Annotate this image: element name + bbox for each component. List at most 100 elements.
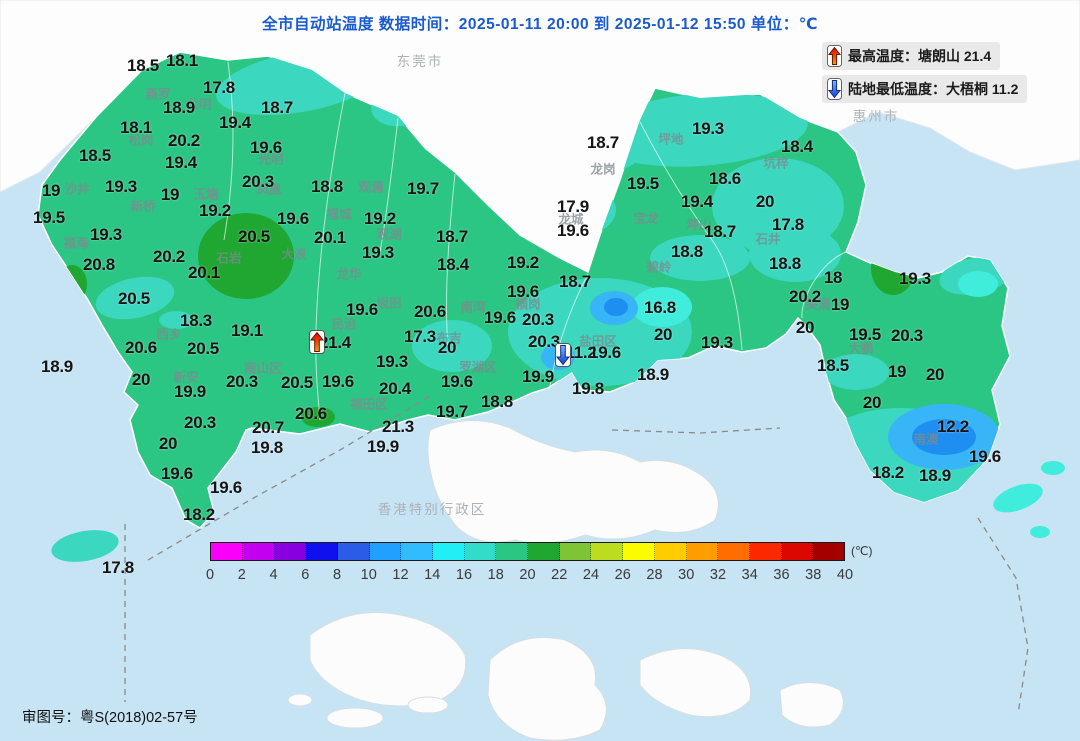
- station-name-label: 龙城: [558, 212, 584, 227]
- temperature-value-label: 19.6: [210, 478, 242, 497]
- temperature-value-label: 18.7: [587, 133, 619, 152]
- max-temp-legend: 最高温度：塘朗山 21.4: [822, 42, 1001, 70]
- temperature-value-label: 19.3: [376, 352, 408, 371]
- temperature-value-label: 20: [131, 370, 151, 389]
- station-name-label: 龙岗: [590, 162, 616, 177]
- extreme-legend: 最高温度：塘朗山 21.4 陆地最低温度：大梧桐 11.2: [822, 42, 1028, 108]
- colorbar-tick: 8: [332, 567, 342, 583]
- station-name-label: 葵涌: [805, 297, 831, 312]
- station-name-label: 坂田: [376, 296, 402, 311]
- station-name-label: 大浪: [281, 247, 307, 262]
- hong-kong-land: [137, 387, 844, 741]
- temperature-colorbar: 0 2 4 6 8 10 12 14 16 18 20 22 24 26 28 30 32 34 36 38 40 (℃…: [206, 542, 872, 583]
- temperature-value-label: 18.3: [180, 311, 212, 330]
- min-down-arrow-icon: [555, 343, 571, 367]
- max-up-arrow-icon: [309, 330, 325, 354]
- colorbar-tick: 18: [487, 567, 504, 583]
- map-approval-number: 审图号：粤S(2018)02-57号: [22, 710, 198, 726]
- station-name-label: 福田区: [350, 397, 388, 412]
- temperature-value-label: 19.6: [589, 343, 621, 362]
- station-name-label: 凤凰: [256, 182, 282, 197]
- temperature-value-label: 18.9: [637, 365, 669, 384]
- temperature-value-label: 17.9: [557, 197, 589, 216]
- temperature-value-label: 20: [862, 393, 882, 412]
- temperature-value-label: 20.5: [118, 289, 150, 308]
- temperature-value-label: 19.5: [33, 208, 65, 227]
- colorbar-segment: [274, 543, 307, 560]
- temperature-value-label: 21.3: [382, 417, 414, 436]
- colorbar-segment: [337, 543, 370, 560]
- station-name-label: 玉塘: [193, 187, 219, 202]
- temperature-value-label: 20: [795, 318, 815, 337]
- station-name-label: 福城: [326, 207, 352, 222]
- temperature-value-label: 18.8: [481, 392, 513, 411]
- temperature-value-label: 20: [925, 365, 945, 384]
- colorbar-tick: 4: [269, 567, 278, 583]
- station-name-label: 龙华: [336, 267, 362, 282]
- station-name-label: 福海: [63, 236, 89, 251]
- station-name-label: 石岩: [216, 251, 242, 266]
- temperature-value-label: 19.6: [557, 221, 589, 240]
- temperature-value-label: 19.2: [364, 209, 396, 228]
- temperature-value-label: 19.9: [367, 437, 399, 456]
- temperature-value-label: 19.2: [199, 201, 231, 220]
- colorbar-segment: [464, 543, 497, 560]
- temperature-value-label: 17.8: [203, 78, 235, 97]
- temperature-value-label: 20.3: [891, 326, 923, 345]
- colorbar-tick: 10: [360, 567, 377, 583]
- colorbar-segment: [813, 543, 845, 560]
- temperature-value-label: 19.3: [701, 333, 733, 352]
- max-temp-label: 最高温度：塘朗山 21.4: [848, 48, 992, 64]
- colorbar-segment: [369, 543, 402, 560]
- station-name-label: 民治: [331, 317, 357, 332]
- colorbar-tick: 34: [741, 567, 758, 583]
- temperature-value-label: 20.2: [168, 131, 200, 150]
- colorbar-segment: [242, 543, 275, 560]
- temperature-value-label: 19.3: [362, 243, 394, 262]
- temperature-value-label: 18.4: [781, 137, 813, 156]
- temperature-value-label: 20.3: [226, 372, 258, 391]
- temperature-value-label: 18.4: [437, 255, 469, 274]
- colorbar-gradient: [210, 542, 845, 561]
- temperature-value-label: 19.4: [681, 192, 713, 211]
- station-name-label: 沙井: [64, 182, 90, 197]
- station-name-label: 宝龙: [633, 211, 659, 226]
- temperature-value-label: 20.6: [414, 302, 446, 321]
- colorbar-segment: [432, 543, 465, 560]
- temperature-value-label: 19.6: [969, 447, 1001, 466]
- outside-region-label: 惠州市: [852, 109, 900, 124]
- temperature-value-label: 19.9: [522, 367, 554, 386]
- outside-region-label: 东莞市: [396, 54, 444, 69]
- colorbar-segment: [528, 543, 560, 560]
- station-name-label: 大鹏: [848, 341, 874, 356]
- outside-region-label: 香港特别行政区: [377, 502, 487, 517]
- station-name-label: 松岗: [128, 133, 154, 148]
- temperature-value-label: 18.7: [704, 222, 736, 241]
- station-name-label: 光明: [258, 152, 284, 167]
- min-temp-legend: 陆地最低温度：大梧桐 11.2: [822, 75, 1028, 103]
- colorbar-segment: [559, 543, 592, 560]
- temperature-value-label: 18.1: [166, 51, 198, 70]
- temperature-value-label: 19.5: [627, 174, 659, 193]
- temperature-value-label: 19.3: [692, 119, 724, 138]
- temperature-value-label: 19.4: [165, 153, 197, 172]
- temperature-value-label: 19.7: [436, 402, 468, 421]
- colorbar-tick: 20: [519, 567, 536, 583]
- temperature-value-label: 17.8: [102, 558, 134, 577]
- temperature-value-label: 19.8: [251, 438, 283, 457]
- station-name-label: 观澜: [358, 180, 384, 195]
- colorbar-segment: [401, 543, 433, 560]
- colorbar-segment: [654, 543, 687, 560]
- colorbar-tick: 40: [836, 567, 854, 583]
- temperature-value-label: 19.6: [161, 464, 193, 483]
- station-name-label: 南湾: [460, 300, 486, 315]
- colorbar-segment: [306, 543, 338, 560]
- temperature-value-label: 20.2: [789, 287, 821, 306]
- station-name-label: 观湖: [376, 227, 402, 242]
- temperature-value-label: 20.5: [281, 373, 313, 392]
- colorbar-tick: 24: [582, 567, 600, 583]
- temperature-value-label: 19.6: [277, 209, 309, 228]
- temperature-value-label: 18.9: [163, 98, 195, 117]
- temperature-value-label: 19.6: [441, 372, 473, 391]
- temperature-value-label: 18.6: [709, 169, 741, 188]
